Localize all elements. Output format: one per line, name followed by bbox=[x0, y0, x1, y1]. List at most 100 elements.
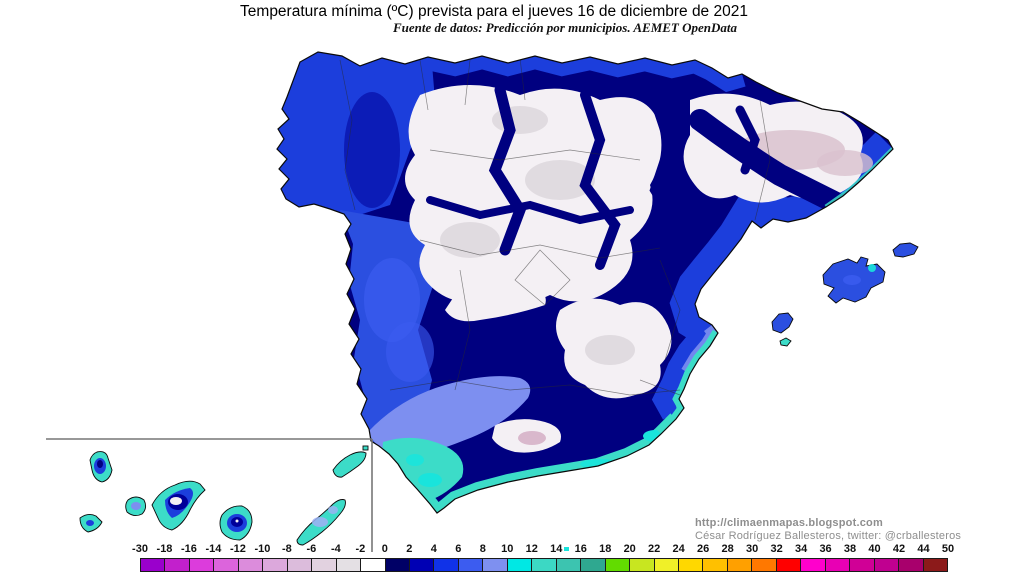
extremadura-bright-patch bbox=[364, 258, 420, 342]
map-subtitle: Fuente de datos: Predicción por municipi… bbox=[392, 20, 738, 35]
colorbar-cell bbox=[483, 559, 508, 571]
galicia-dark-patch bbox=[344, 92, 400, 208]
gray-patch-2 bbox=[525, 160, 595, 200]
colorbar-cell bbox=[727, 559, 753, 571]
colorbar-cell bbox=[532, 559, 557, 571]
colorbar-label: 34 bbox=[794, 543, 808, 555]
balearic-islands bbox=[771, 242, 919, 347]
colorbar-cell bbox=[899, 559, 924, 571]
colorbar-label: 24 bbox=[672, 543, 685, 555]
colorbar-cell bbox=[581, 559, 606, 571]
colorbar-cell bbox=[336, 559, 362, 571]
colorbar-label: 36 bbox=[819, 543, 832, 555]
colorbar-label: 16 bbox=[574, 543, 587, 555]
colorbar-cell bbox=[287, 559, 313, 571]
credit-url: http://climaenmapas.blogspot.com bbox=[695, 517, 883, 529]
colorbar-label: -6 bbox=[306, 543, 317, 555]
coastline-outline bbox=[276, 51, 894, 514]
colorbar-cells bbox=[140, 558, 948, 572]
ibiza-island bbox=[771, 312, 794, 334]
colorbar-label: -18 bbox=[156, 543, 173, 555]
colorbar-cell bbox=[165, 559, 190, 571]
colorbar-label: 0 bbox=[381, 543, 388, 555]
colorbar-cell bbox=[874, 559, 900, 571]
colorbar-label: -8 bbox=[282, 543, 292, 555]
colorbar-label: 12 bbox=[525, 543, 538, 555]
colorbar-cell bbox=[801, 559, 826, 571]
colorbar-label: 32 bbox=[770, 543, 783, 555]
colorbar-label: -14 bbox=[205, 543, 222, 555]
colorbar-cell bbox=[214, 559, 239, 571]
mainland-spain bbox=[276, 51, 894, 514]
colorbar-label: 2 bbox=[406, 543, 413, 555]
colorbar-cell bbox=[385, 559, 410, 571]
colorbar-cell bbox=[850, 559, 875, 571]
colorbar-label: -30 bbox=[132, 543, 148, 555]
teide-snow-core bbox=[170, 497, 182, 505]
alboran-island-dot bbox=[564, 547, 569, 551]
canary-inset bbox=[46, 438, 373, 552]
map-title: Temperatura mínima (ºC) prevista para el… bbox=[240, 3, 748, 20]
colorbar-cell bbox=[507, 559, 533, 571]
colorbar-cell bbox=[923, 559, 947, 571]
lanzarote-islet bbox=[362, 445, 369, 451]
colorbar-label: 8 bbox=[479, 543, 486, 555]
credit-author: César Rodríguez Ballesteros, twitter: @c… bbox=[695, 530, 962, 542]
extremadura-bright-patch2 bbox=[386, 322, 434, 382]
pyrenees-pink-patch2 bbox=[817, 150, 873, 176]
colorbar-cell bbox=[752, 559, 777, 571]
colorbar-cell bbox=[312, 559, 337, 571]
colorbar-label: 4 bbox=[430, 543, 437, 555]
sierra-nevada-pink bbox=[518, 431, 546, 445]
guadalquivir-lightblue bbox=[368, 376, 531, 458]
province-borders bbox=[339, 57, 771, 396]
colorbar-label: -4 bbox=[330, 543, 341, 555]
gran-canaria-snow-dot bbox=[235, 519, 239, 523]
colorbar-labels: -30 -18 -16 -14 -12 -10 -8 -6 -4 -2 0 2 4 6 8 10 12 14 16 1… bbox=[132, 543, 954, 556]
colorbar-cell bbox=[654, 559, 679, 571]
cadiz-cyan-spot2 bbox=[406, 454, 424, 466]
colorbar-label: -16 bbox=[181, 543, 197, 555]
colorbar-cell bbox=[434, 559, 459, 571]
menorca-island bbox=[892, 242, 919, 258]
colorbar-label: 20 bbox=[623, 543, 636, 555]
colorbar-cell bbox=[556, 559, 582, 571]
colorbar-label: 14 bbox=[550, 543, 563, 555]
colorbar-label: 28 bbox=[721, 543, 734, 555]
colorbar-cell bbox=[458, 559, 484, 571]
sistema-central-snow bbox=[445, 281, 546, 322]
colorbar-cell bbox=[825, 559, 851, 571]
colorbar-cell bbox=[238, 559, 264, 571]
marmenor-cyan bbox=[676, 393, 690, 415]
cadiz-cyan-spot bbox=[418, 473, 442, 487]
colorbar-cell bbox=[630, 559, 655, 571]
colorbar-cell bbox=[263, 559, 288, 571]
la-palma-core-dark bbox=[97, 460, 103, 468]
colorbar-label: -12 bbox=[229, 543, 246, 555]
colorbar-label: 22 bbox=[648, 543, 661, 555]
mallorca-lightblue-patch bbox=[843, 275, 861, 285]
formentera-island bbox=[779, 337, 792, 347]
gray-patch-3 bbox=[585, 335, 635, 365]
mallorca-cyan-bay bbox=[868, 264, 876, 272]
colorbar-label: 38 bbox=[843, 543, 857, 555]
navy-tendrils bbox=[426, 84, 851, 270]
colorbar-label: 26 bbox=[697, 543, 710, 555]
colorbar-cell bbox=[189, 559, 215, 571]
colorbar-cell bbox=[605, 559, 631, 571]
lanzarote-island bbox=[332, 451, 367, 478]
colorbar-label: 42 bbox=[892, 543, 906, 555]
colorbar-label: 50 bbox=[941, 543, 955, 555]
colorbar-cell bbox=[776, 559, 802, 571]
colorbar-cell bbox=[678, 559, 704, 571]
colorbar-label: 6 bbox=[455, 543, 462, 555]
colorbar-cell bbox=[141, 559, 166, 571]
colorbar-label: -10 bbox=[254, 543, 271, 555]
colorbar-label: 18 bbox=[599, 543, 612, 555]
colorbar-cell bbox=[409, 559, 435, 571]
fuerteventura-lightblue bbox=[312, 517, 328, 527]
el-hierro-core bbox=[86, 520, 94, 526]
colorbar-label: 44 bbox=[917, 543, 930, 555]
